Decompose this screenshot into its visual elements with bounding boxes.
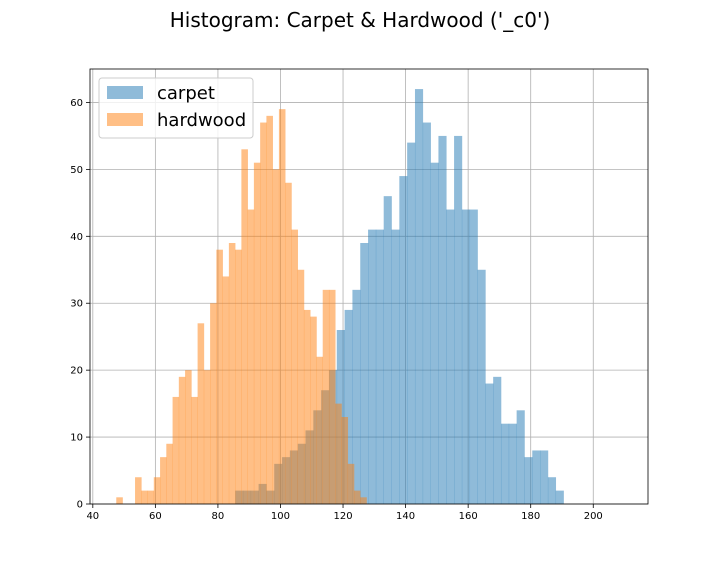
tick-group: 40 60 80 100 120 140 160 180 200 0 10 20 30 40 50 60 [70, 98, 603, 522]
hardwood-bar [316, 356, 324, 504]
hardwood-legend-label: hardwood [157, 110, 246, 131]
hardwood-bar [241, 149, 248, 505]
legend: carpet hardwood [98, 77, 254, 139]
y-tick-label: 10 [70, 433, 83, 444]
hardwood-bar [353, 490, 361, 504]
carpet-bar [516, 410, 525, 504]
carpet-bar [438, 135, 447, 504]
hardwood-bar [297, 269, 305, 504]
carpet-bar [368, 229, 377, 504]
x-tick-label: 100 [271, 511, 290, 522]
carpet-bar [414, 89, 424, 505]
carpet-bar [399, 176, 408, 505]
carpet-bar [422, 122, 431, 505]
hardwood-bar [328, 289, 336, 504]
y-tick-label: 40 [70, 232, 83, 243]
hardwood-bar [153, 477, 161, 504]
x-tick-label: 180 [521, 511, 540, 522]
carpet-legend-label: carpet [157, 83, 215, 104]
x-tick-label: 160 [459, 511, 478, 522]
carpet-bar [524, 457, 533, 504]
hardwood-legend-swatch [107, 113, 143, 126]
carpet-bar [469, 209, 478, 505]
carpet-bar [391, 229, 400, 504]
hardwood-bar [360, 497, 367, 504]
carpet-bar [477, 269, 486, 504]
hardwood-bar [272, 169, 280, 504]
carpet-bar [555, 490, 564, 504]
carpet-bar [547, 477, 557, 504]
carpet-bar [508, 423, 517, 504]
y-tick-label: 50 [70, 165, 83, 176]
hardwood-bar [278, 109, 286, 505]
hardwood-bar [228, 243, 236, 504]
hardwood-bar [322, 289, 330, 504]
carpet-legend-swatch [107, 86, 143, 99]
hardwood-bar [335, 403, 342, 504]
carpet-bar [375, 229, 385, 504]
hardwood-bar [191, 396, 198, 504]
x-tick-label: 60 [149, 511, 162, 522]
hardwood-bar [197, 323, 205, 504]
carpet-bar [352, 289, 361, 504]
hardwood-bar [203, 370, 211, 504]
carpet-bar [540, 450, 549, 504]
carpet-bar [485, 383, 494, 504]
carpet-bar [532, 450, 541, 504]
hardwood-bar [347, 463, 355, 504]
carpet-bar [461, 209, 471, 505]
hardwood-bar [260, 122, 267, 505]
carpet-bar [407, 142, 416, 504]
hardwood-bar [235, 249, 242, 504]
hardwood-bar [310, 316, 317, 504]
bars-group [116, 89, 564, 505]
hardwood-bar [253, 162, 261, 504]
hardwood-bar [135, 477, 142, 504]
hardwood-bar [116, 497, 123, 504]
y-tick-label: 30 [70, 299, 83, 310]
hardwood-bar [247, 209, 255, 505]
x-tick-label: 140 [396, 511, 415, 522]
carpet-bar [360, 243, 369, 504]
hardwood-bar [172, 396, 180, 504]
hardwood-bar [341, 417, 349, 504]
carpet-bar [454, 135, 463, 504]
carpet-bar [344, 309, 353, 504]
x-tick-label: 200 [584, 511, 603, 522]
x-tick-label: 80 [212, 511, 225, 522]
carpet-bar [493, 376, 502, 504]
hardwood-bar [222, 276, 230, 504]
hardwood-bar [291, 229, 298, 504]
hardwood-bar [147, 490, 155, 504]
carpet-bar [383, 196, 392, 504]
hardwood-bar [141, 490, 148, 504]
chart-title: Histogram: Carpet & Hardwood ('_c0') [170, 8, 551, 32]
hardwood-bar [178, 376, 186, 504]
x-tick-label: 120 [333, 511, 352, 522]
carpet-bar [446, 209, 455, 505]
y-tick-label: 60 [70, 98, 83, 109]
hardwood-bar [285, 182, 292, 504]
hardwood-bar [210, 303, 217, 504]
hardwood-bar [166, 443, 173, 504]
hardwood-bar [160, 457, 167, 504]
y-tick-label: 0 [77, 500, 83, 511]
y-tick-label: 20 [70, 366, 83, 377]
hardwood-bar [303, 309, 311, 504]
axes-frame [89, 68, 649, 505]
carpet-bar [500, 423, 510, 504]
carpet-bar [430, 162, 439, 504]
hardwood-bar [266, 115, 273, 504]
x-tick-label: 40 [86, 511, 99, 522]
hardwood-bar [185, 370, 192, 504]
hardwood-bar [216, 249, 223, 504]
